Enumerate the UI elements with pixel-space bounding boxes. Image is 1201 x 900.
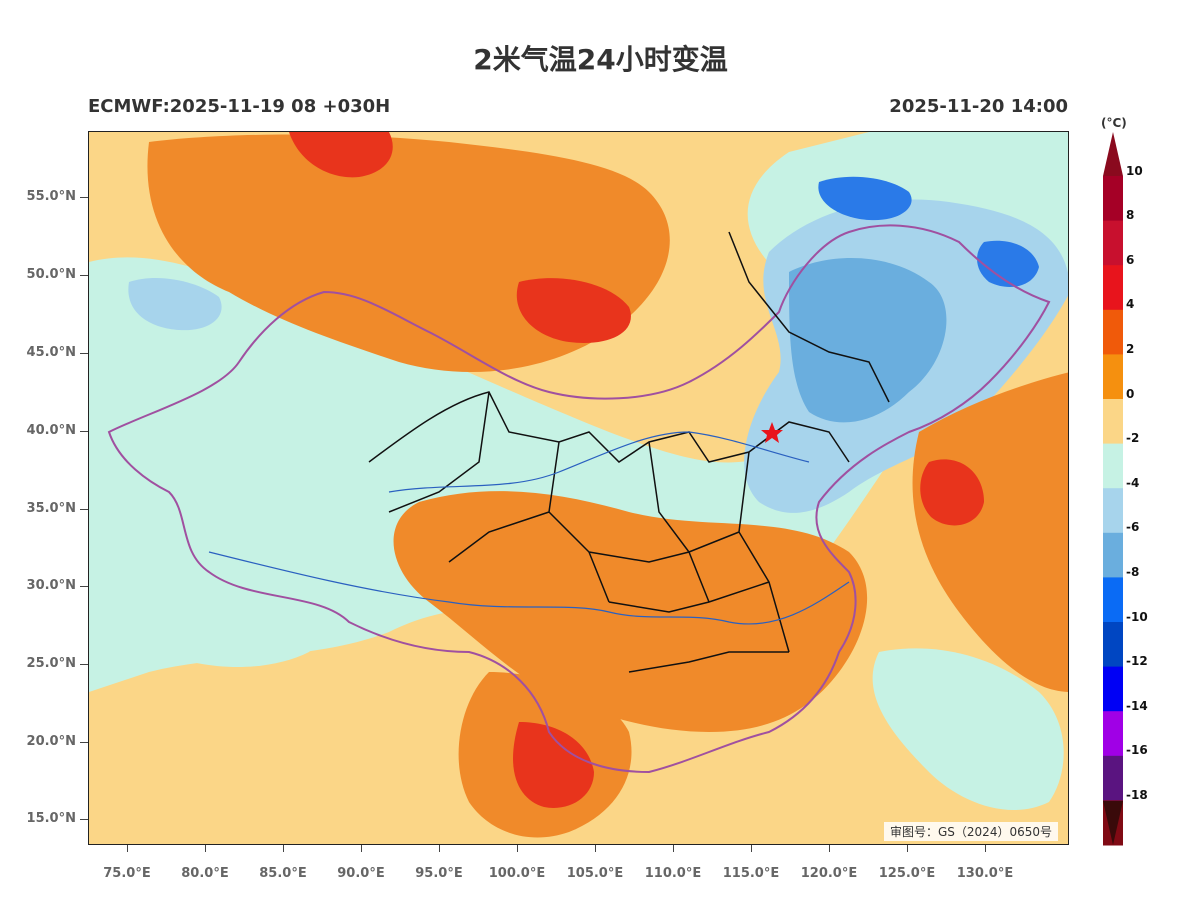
lat-tick bbox=[80, 431, 88, 432]
lat-label: 35.0°N bbox=[26, 501, 76, 516]
cold-zone-northeast bbox=[789, 258, 947, 423]
lon-tick bbox=[127, 845, 128, 852]
colorbar-segment bbox=[1103, 265, 1123, 311]
lat-tick bbox=[80, 819, 88, 820]
lon-tick bbox=[283, 845, 284, 852]
lon-label: 80.0°E bbox=[181, 866, 229, 881]
colorbar-segment bbox=[1103, 220, 1123, 266]
colorbar-label: 8 bbox=[1126, 208, 1135, 222]
lat-tick bbox=[80, 509, 88, 510]
lat-label: 50.0°N bbox=[26, 267, 76, 282]
lat-tick bbox=[80, 353, 88, 354]
lon-label: 95.0°E bbox=[415, 866, 463, 881]
river-yellow bbox=[388, 431, 810, 493]
colorbar-label: 2 bbox=[1126, 342, 1135, 356]
lon-label: 110.0°E bbox=[644, 866, 702, 881]
lat-tick bbox=[80, 275, 88, 276]
colorbar-label: -4 bbox=[1126, 476, 1140, 490]
colorbar-segment bbox=[1103, 755, 1123, 801]
lon-tick bbox=[829, 845, 830, 852]
colorbar-segment bbox=[1103, 488, 1123, 534]
strong-warm-mongolia bbox=[516, 278, 631, 343]
valid-time-label: 2025-11-20 14:00 bbox=[889, 96, 1068, 117]
neutral-zone-tibet bbox=[111, 543, 327, 667]
strong-warm-north bbox=[289, 132, 393, 178]
colorbar-label: 0 bbox=[1126, 387, 1135, 401]
cool-patch-west bbox=[128, 277, 222, 331]
model-run-label: ECMWF:2025-11-19 08 +030H bbox=[88, 96, 391, 117]
lon-label: 125.0°E bbox=[878, 866, 936, 881]
lon-label: 90.0°E bbox=[337, 866, 385, 881]
lat-label: 15.0°N bbox=[26, 811, 76, 826]
lat-tick bbox=[80, 742, 88, 743]
colorbar-segment bbox=[1103, 309, 1123, 355]
colorbar-label: 6 bbox=[1126, 253, 1135, 267]
lon-label: 75.0°E bbox=[103, 866, 151, 881]
colorbar-unit: (°C) bbox=[1101, 116, 1127, 130]
map-canvas bbox=[89, 132, 1068, 844]
lat-label: 40.0°N bbox=[26, 423, 76, 438]
colorbar-segment bbox=[1103, 532, 1123, 578]
temperature-change-map[interactable]: 审图号：GS（2024）0650号 bbox=[88, 131, 1069, 845]
lat-label: 20.0°N bbox=[26, 734, 76, 749]
lon-label: 100.0°E bbox=[488, 866, 546, 881]
warm-zone-east-sea bbox=[912, 372, 1068, 692]
colorbar-label: -18 bbox=[1126, 788, 1148, 802]
colder-patch-north bbox=[818, 176, 912, 221]
colorbar-segments bbox=[1103, 176, 1123, 846]
colorbar-bottom-arrow bbox=[1103, 801, 1123, 845]
lon-label: 105.0°E bbox=[566, 866, 624, 881]
lon-tick bbox=[985, 845, 986, 852]
lon-label: 115.0°E bbox=[722, 866, 780, 881]
colorbar-label: -16 bbox=[1126, 743, 1148, 757]
country-border bbox=[107, 224, 1051, 774]
lat-label: 25.0°N bbox=[26, 656, 76, 671]
colorbar-label: -10 bbox=[1126, 610, 1148, 624]
colorbar-label: 4 bbox=[1126, 297, 1135, 311]
colorbar-label: 10 bbox=[1126, 164, 1143, 178]
lon-tick bbox=[595, 845, 596, 852]
lat-tick bbox=[80, 197, 88, 198]
province-borders bbox=[368, 231, 890, 673]
lon-tick bbox=[439, 845, 440, 852]
colorbar-segment bbox=[1103, 622, 1123, 668]
colorbar-segment bbox=[1103, 399, 1123, 445]
colorbar-top-arrow bbox=[1103, 132, 1123, 176]
lon-tick bbox=[907, 845, 908, 852]
lon-tick bbox=[751, 845, 752, 852]
lat-label: 45.0°N bbox=[26, 345, 76, 360]
colorbar bbox=[1103, 132, 1123, 846]
colorbar-segment bbox=[1103, 176, 1123, 222]
colder-patch-east bbox=[977, 240, 1039, 287]
colorbar-segment bbox=[1103, 354, 1123, 400]
colorbar-segment bbox=[1103, 666, 1123, 712]
lon-tick bbox=[361, 845, 362, 852]
colorbar-label: -8 bbox=[1126, 565, 1140, 579]
strong-warm-south bbox=[513, 722, 594, 808]
lon-tick bbox=[517, 845, 518, 852]
beijing-marker[interactable] bbox=[761, 422, 783, 443]
colorbar-segment bbox=[1103, 711, 1123, 757]
lat-label: 30.0°N bbox=[26, 578, 76, 593]
lat-label: 55.0°N bbox=[26, 189, 76, 204]
colorbar-label: -14 bbox=[1126, 699, 1148, 713]
colorbar-label: -6 bbox=[1126, 520, 1140, 534]
colorbar-label: -2 bbox=[1126, 431, 1140, 445]
river-yangtze bbox=[208, 551, 850, 625]
warm-zone-central bbox=[393, 491, 868, 732]
map-title: 2米气温24小时变温 bbox=[473, 43, 728, 76]
lon-tick bbox=[205, 845, 206, 852]
lon-label: 85.0°E bbox=[259, 866, 307, 881]
lat-tick bbox=[80, 664, 88, 665]
colorbar-label: -12 bbox=[1126, 654, 1148, 668]
colorbar-segment bbox=[1103, 577, 1123, 623]
lon-tick bbox=[673, 845, 674, 852]
strong-warm-east bbox=[920, 459, 984, 526]
lon-label: 130.0°E bbox=[956, 866, 1014, 881]
colorbar-segment bbox=[1103, 443, 1123, 489]
neutral-zone-sea bbox=[872, 648, 1064, 811]
lat-tick bbox=[80, 586, 88, 587]
lon-label: 120.0°E bbox=[800, 866, 858, 881]
map-approval-number: 审图号：GS（2024）0650号 bbox=[884, 822, 1058, 841]
